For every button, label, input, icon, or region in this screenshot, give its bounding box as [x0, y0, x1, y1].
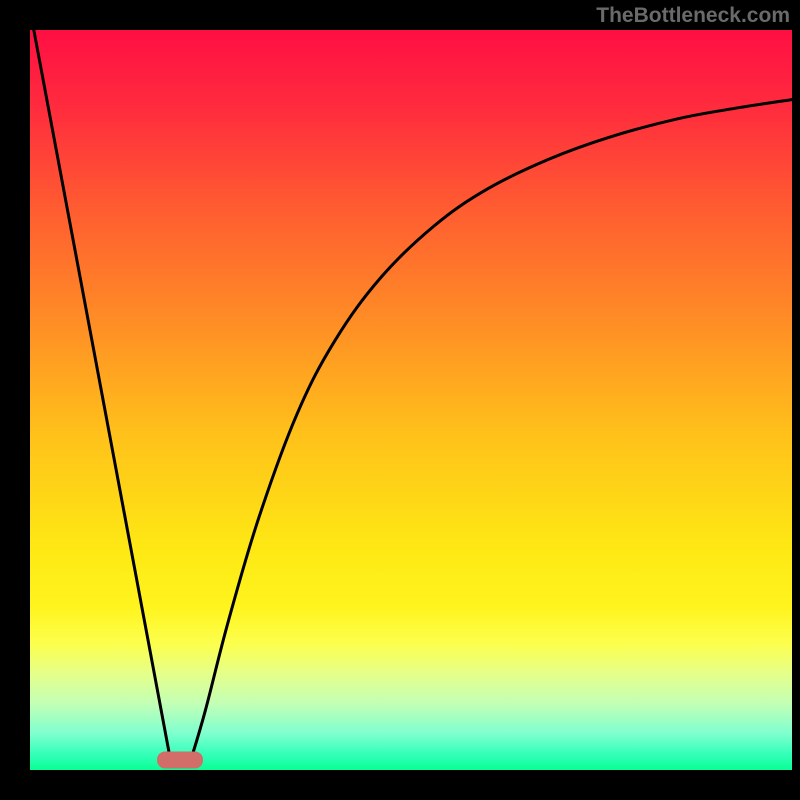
bottleneck-chart — [30, 30, 792, 770]
optimal-marker — [157, 752, 203, 769]
watermark-text: TheBottleneck.com — [596, 4, 790, 28]
chart-curves — [30, 30, 792, 770]
